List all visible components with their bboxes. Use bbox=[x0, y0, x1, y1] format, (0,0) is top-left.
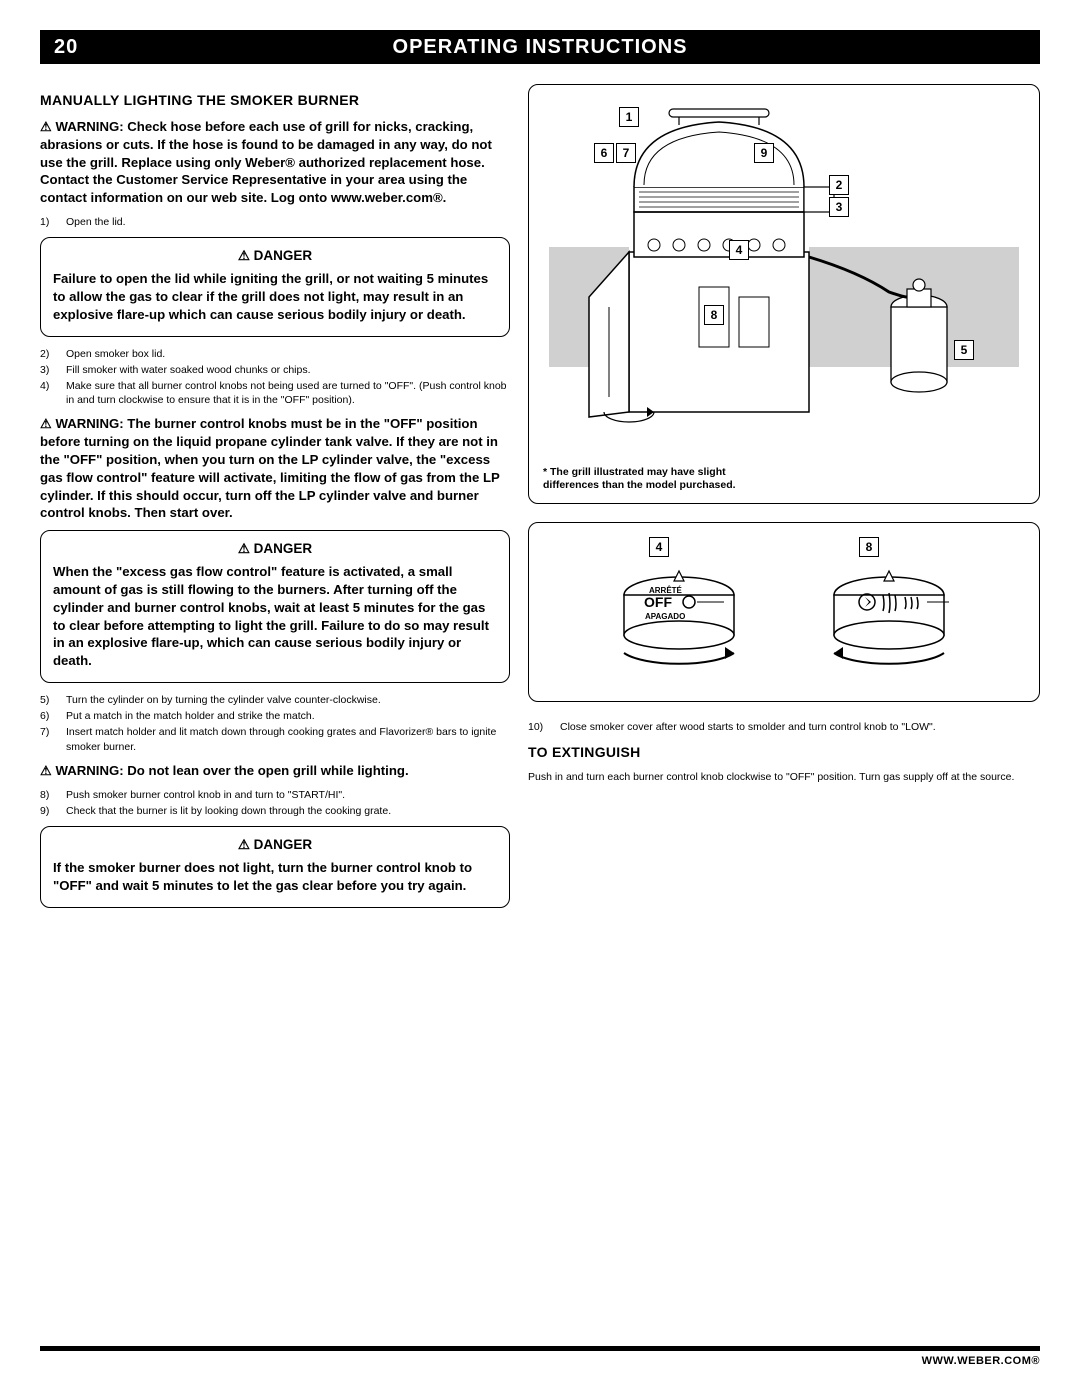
danger-label: ⚠ DANGER bbox=[53, 248, 497, 264]
step-text: Push smoker burner control knob in and t… bbox=[66, 788, 345, 802]
svg-text:APAGADO: APAGADO bbox=[645, 612, 685, 621]
step-text: Close smoker cover after wood starts to … bbox=[560, 720, 936, 734]
step-list-567: 5) Turn the cylinder on by turning the cy… bbox=[40, 693, 510, 754]
list-item: 7) Insert match holder and lit match down… bbox=[40, 725, 510, 753]
list-item: 1) Open the lid. bbox=[40, 215, 510, 229]
step-number: 7) bbox=[40, 725, 56, 753]
list-item: 8) Push smoker burner control knob in and… bbox=[40, 788, 510, 802]
extinguish-heading: TO EXTINGUISH bbox=[528, 744, 1040, 760]
step-number: 3) bbox=[40, 363, 56, 377]
danger-box-3: ⚠ DANGER If the smoker burner does not l… bbox=[40, 826, 510, 908]
callout-3: 3 bbox=[829, 197, 849, 217]
page-title: OPERATING INSTRUCTIONS bbox=[40, 36, 1040, 59]
figure-note-line2: differences than the model purchased. bbox=[543, 479, 736, 493]
step-list-234: 2) Open smoker box lid. 3) Fill smoker wit… bbox=[40, 347, 510, 408]
step-text: Insert match holder and lit match down t… bbox=[66, 725, 510, 753]
right-column: 1 6 7 9 2 3 4 8 5 * The grill illustrate… bbox=[528, 84, 1040, 918]
list-item: 3) Fill smoker with water soaked wood chu… bbox=[40, 363, 510, 377]
step-number: 2) bbox=[40, 347, 56, 361]
step-text: Put a match in the match holder and stri… bbox=[66, 709, 315, 723]
content-columns: MANUALLY LIGHTING THE SMOKER BURNER ⚠ WA… bbox=[40, 84, 1040, 918]
callout-2: 2 bbox=[829, 175, 849, 195]
callout-8b: 8 bbox=[859, 537, 879, 557]
list-item: 2) Open smoker box lid. bbox=[40, 347, 510, 361]
callout-7: 7 bbox=[616, 143, 636, 163]
left-column: MANUALLY LIGHTING THE SMOKER BURNER ⚠ WA… bbox=[40, 84, 510, 918]
step-text: Open the lid. bbox=[66, 215, 126, 229]
section-heading: MANUALLY LIGHTING THE SMOKER BURNER bbox=[40, 92, 510, 108]
step-text: Check that the burner is lit by looking … bbox=[66, 804, 391, 818]
step-number: 10) bbox=[528, 720, 550, 734]
danger-box-2: ⚠ DANGER When the "excess gas flow contr… bbox=[40, 530, 510, 683]
callout-6: 6 bbox=[594, 143, 614, 163]
step-number: 6) bbox=[40, 709, 56, 723]
warning-knobs-off: ⚠ WARNING: The burner control knobs must… bbox=[40, 415, 510, 522]
callout-5: 5 bbox=[954, 340, 974, 360]
callout-4b: 4 bbox=[649, 537, 669, 557]
list-item: 5) Turn the cylinder on by turning the cy… bbox=[40, 693, 510, 707]
step-text: Turn the cylinder on by turning the cyli… bbox=[66, 693, 381, 707]
step-text: Fill smoker with water soaked wood chunk… bbox=[66, 363, 311, 377]
callout-8: 8 bbox=[704, 305, 724, 325]
danger-text: If the smoker burner does not light, tur… bbox=[53, 859, 497, 895]
step-list-89: 8) Push smoker burner control knob in and… bbox=[40, 788, 510, 818]
knob-diagram-box: 4 8 ARRÊTÉ ARRÊTÉ OFF APAGADO APAGADO bbox=[528, 522, 1040, 702]
step-text: Make sure that all burner control knobs … bbox=[66, 379, 510, 407]
callout-9: 9 bbox=[754, 143, 774, 163]
callout-4: 4 bbox=[729, 240, 749, 260]
step-number: 1) bbox=[40, 215, 56, 229]
list-item: 6) Put a match in the match holder and st… bbox=[40, 709, 510, 723]
danger-label: ⚠ DANGER bbox=[53, 541, 497, 557]
step-number: 4) bbox=[40, 379, 56, 407]
warning-lean: ⚠ WARNING: Do not lean over the open gri… bbox=[40, 762, 510, 780]
callout-1: 1 bbox=[619, 107, 639, 127]
step-list-1: 1) Open the lid. bbox=[40, 215, 510, 229]
danger-text: When the "excess gas flow control" featu… bbox=[53, 563, 497, 670]
danger-text: Failure to open the lid while igniting t… bbox=[53, 270, 497, 323]
grill-diagram-box: 1 6 7 9 2 3 4 8 5 * The grill illustrate… bbox=[528, 84, 1040, 504]
danger-box-1: ⚠ DANGER Failure to open the lid while i… bbox=[40, 237, 510, 336]
step-number: 8) bbox=[40, 788, 56, 802]
svg-text:OFF: OFF bbox=[644, 594, 672, 610]
extinguish-text: Push in and turn each burner control kno… bbox=[528, 770, 1040, 784]
header-bar: 20 OPERATING INSTRUCTIONS bbox=[40, 30, 1040, 64]
step-number: 5) bbox=[40, 693, 56, 707]
list-item: 4) Make sure that all burner control knob… bbox=[40, 379, 510, 407]
figure-note: * The grill illustrated may have slight … bbox=[543, 460, 736, 493]
step-number: 9) bbox=[40, 804, 56, 818]
warning-hose: ⚠ WARNING: Check hose before each use of… bbox=[40, 118, 510, 207]
figure-note-line1: * The grill illustrated may have slight bbox=[543, 466, 736, 480]
list-item: 9) Check that the burner is lit by lookin… bbox=[40, 804, 510, 818]
knob-diagram-icon: ARRÊTÉ ARRÊTÉ OFF APAGADO APAGADO bbox=[543, 535, 1025, 675]
step-10: 10) Close smoker cover after wood starts… bbox=[528, 720, 1040, 734]
footer-url: WWW.WEBER.COM® bbox=[40, 1346, 1040, 1367]
danger-label: ⚠ DANGER bbox=[53, 837, 497, 853]
step-text: Open smoker box lid. bbox=[66, 347, 165, 361]
